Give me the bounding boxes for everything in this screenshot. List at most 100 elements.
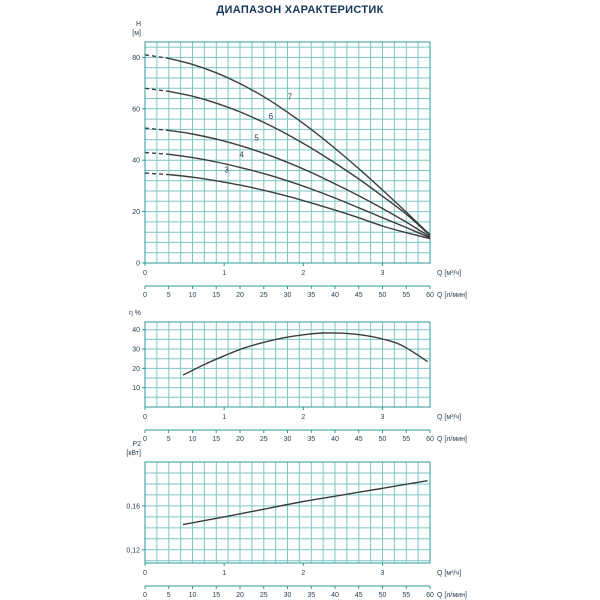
x-tick-label-lpm: 45	[355, 592, 363, 599]
x-tick-label-lpm: 20	[236, 592, 244, 599]
x-tick-label-lpm: 25	[260, 592, 268, 599]
y-tick-label: 20	[132, 209, 140, 216]
x-tick-label-lpm: 0	[143, 592, 147, 599]
x-tick-label-lpm: 0	[143, 292, 147, 299]
grid	[144, 322, 431, 408]
x-tick-label-lpm: 60	[426, 592, 434, 599]
x-tick-label-lpm: 5	[167, 436, 171, 443]
x-tick-label-lpm: 40	[331, 292, 339, 299]
head-flow-curve-4	[168, 153, 431, 239]
head-flow-curve-3	[168, 173, 431, 240]
x-axis-title-secondary: Q [л/мин]	[437, 592, 467, 599]
x-tick-label-lpm: 25	[260, 292, 268, 299]
x-tick-label-lpm: 15	[212, 292, 220, 299]
x-tick-label: 3	[381, 270, 385, 277]
x-tick-label: 1	[222, 414, 226, 421]
x-tick-label-lpm: 25	[260, 436, 268, 443]
x-tick-label-lpm: 0	[143, 436, 147, 443]
x-tick-label-lpm: 35	[307, 436, 315, 443]
y-tick-label: 40	[132, 327, 140, 334]
y-tick-label: 0,16	[126, 503, 140, 510]
y-tick-label: 20	[132, 366, 140, 373]
y-axis-title: η %	[129, 310, 141, 317]
efficiency-flow-curve-1	[182, 332, 428, 376]
head-flow-curve-4-dashed	[144, 151, 169, 155]
x-tick-label-lpm: 30	[284, 436, 292, 443]
x-tick-label-lpm: 35	[307, 292, 315, 299]
x-axis-secondary: 0 5 10 15 20 25 30 35 40 45 50 55 60 Q [л/мин]	[143, 429, 467, 443]
x-tick-label: 0	[143, 270, 147, 277]
x-tick-label: 3	[381, 414, 385, 421]
head-flow-curve-3-dashed	[144, 172, 169, 176]
x-tick-label-lpm: 55	[402, 436, 410, 443]
power-flow-curve-1	[182, 480, 428, 526]
x-tick-label: 2	[301, 570, 305, 577]
x-tick-label-lpm: 40	[331, 592, 339, 599]
grid	[144, 461, 431, 563]
curve-label-3: 3	[224, 166, 229, 175]
x-tick-label-lpm: 45	[355, 292, 363, 299]
x-tick-label-lpm: 15	[212, 592, 220, 599]
x-tick-label: 1	[222, 270, 226, 277]
x-tick-label: 1	[222, 570, 226, 577]
plot-border	[144, 461, 431, 564]
x-axis-title-primary: Q [м³/ч]	[437, 414, 461, 421]
x-axis-primary: 0 1 2 3 Q [м³/ч]	[143, 407, 461, 421]
y-axis-ticks: 10 20 30 40	[132, 327, 145, 392]
y-tick-label: 10	[132, 385, 140, 392]
x-tick-label: 2	[301, 270, 305, 277]
curve-label-6: 6	[269, 112, 274, 121]
plot-border	[144, 321, 431, 408]
chart-efficiency-flow: 10 20 30 40 0 1 2 3 Q [м³/ч] 0 5 10 15 20 25 30 35 40 45 50…	[129, 310, 467, 443]
y-axis-ticks: 0,12 0,16	[126, 503, 145, 554]
x-axis-title-primary: Q [м³/ч]	[437, 570, 461, 577]
x-tick-label-lpm: 20	[236, 292, 244, 299]
grid	[144, 42, 431, 264]
x-tick-label-lpm: 10	[189, 592, 197, 599]
head-flow-curve-7	[168, 57, 431, 236]
curve-label-7: 7	[288, 92, 293, 101]
page-title: ДИАПАЗОН ХАРАКТЕРИСТИК	[216, 4, 384, 16]
x-tick-label-lpm: 20	[236, 436, 244, 443]
head-flow-curve-6	[168, 90, 431, 237]
x-tick-label-lpm: 30	[284, 292, 292, 299]
x-axis-title-primary: Q [м³/ч]	[437, 270, 461, 277]
y-axis-title-line: P2	[132, 441, 141, 448]
x-tick-label: 2	[301, 414, 305, 421]
y-tick-label: 0	[136, 261, 140, 268]
x-axis-title-secondary: Q [л/мин]	[437, 436, 467, 443]
x-tick-label-lpm: 5	[167, 592, 171, 599]
y-tick-label: 60	[132, 106, 140, 113]
x-tick-label: 0	[143, 414, 147, 421]
head-flow-curve-5-dashed	[144, 127, 169, 132]
x-tick-label-lpm: 30	[284, 592, 292, 599]
y-axis-title-line: [м]	[132, 30, 141, 37]
y-axis-title: H [м]	[132, 21, 141, 37]
y-axis-ticks: 0 20 40 60 80	[132, 55, 145, 268]
x-axis-secondary: 0 5 10 15 20 25 30 35 40 45 50 55 60 Q [л/мин]	[143, 585, 467, 599]
x-tick-label-lpm: 60	[426, 292, 434, 299]
x-tick-label-lpm: 55	[402, 592, 410, 599]
head-flow-curve-5	[168, 129, 431, 238]
y-axis-title-line: η %	[129, 310, 141, 317]
x-tick-label: 0	[143, 570, 147, 577]
head-flow-curve-6-dashed	[144, 87, 169, 92]
y-axis-title-line: [кВт]	[126, 450, 141, 457]
y-tick-label: 80	[132, 55, 140, 62]
y-tick-label: 0,12	[126, 547, 140, 554]
x-axis-primary: 0 1 2 3 Q [м³/ч]	[143, 563, 461, 577]
x-tick-label: 3	[381, 570, 385, 577]
x-tick-label-lpm: 15	[212, 436, 220, 443]
y-tick-label: 40	[132, 158, 140, 165]
y-axis-title: P2 [кВт]	[126, 441, 141, 457]
y-axis-title-line: H	[136, 21, 141, 28]
x-tick-label-lpm: 10	[189, 292, 197, 299]
x-tick-label-lpm: 40	[331, 436, 339, 443]
x-tick-label-lpm: 50	[379, 436, 387, 443]
curve-label-4: 4	[239, 151, 244, 160]
x-tick-label-lpm: 45	[355, 436, 363, 443]
x-tick-label-lpm: 5	[167, 292, 171, 299]
